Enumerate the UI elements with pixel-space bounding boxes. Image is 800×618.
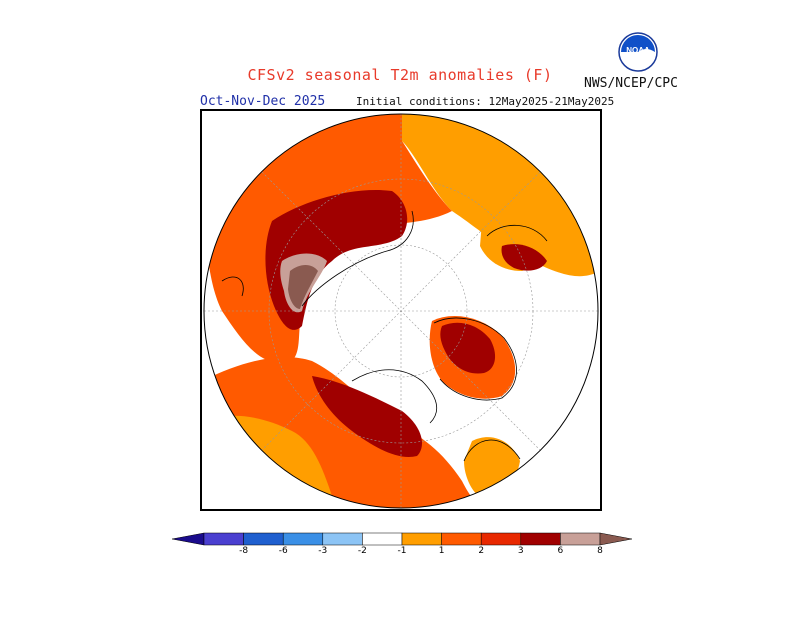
colorbar-tick-label: 6 — [557, 546, 564, 556]
colorbar-labels: -8 -6 -3 -2 -1 1 2 3 6 8 — [0, 546, 800, 560]
colorbar-bin — [401, 532, 442, 546]
colorbar-tick-label: -8 — [239, 546, 249, 556]
chart-title: CFSv2 seasonal T2m anomalies (F) — [247, 66, 553, 84]
colorbar-bin-low-end — [172, 532, 205, 546]
forecast-period: Oct-Nov-Dec 2025 — [200, 94, 326, 109]
colorbar-tick-label: 3 — [517, 546, 524, 556]
colorbar-tick-label: 8 — [597, 546, 603, 556]
noaa-logo-text: NOAA — [626, 46, 650, 55]
noaa-logo: NOAA — [618, 32, 658, 72]
polar-map-svg — [203, 113, 599, 509]
colorbar-bin — [243, 532, 284, 546]
anomaly-region-darkbrown-siberia — [288, 265, 318, 309]
colorbar — [172, 532, 632, 546]
anomaly-region-darkred-greenland — [440, 322, 496, 374]
colorbar-bin — [441, 532, 482, 546]
colorbar-bin — [362, 532, 403, 546]
anomaly-region-darkred-europe — [501, 244, 547, 271]
graticule — [204, 114, 598, 508]
colorbar-tick-label: -3 — [318, 546, 328, 556]
agency-label: NWS/NCEP/CPC — [584, 76, 678, 91]
colorbar-bin — [322, 532, 363, 546]
colorbar-tick-label: -6 — [278, 546, 288, 556]
colorbar-bin — [480, 532, 522, 546]
colorbar-tick-label: -1 — [397, 546, 407, 556]
polar-map — [200, 109, 602, 511]
coastlines — [221, 210, 548, 462]
colorbar-bin — [560, 532, 601, 546]
colorbar-tick-label: 1 — [438, 546, 445, 556]
colorbar-tick-label: 2 — [478, 546, 485, 556]
colorbar-tick-label: -2 — [357, 546, 367, 556]
colorbar-bin — [203, 532, 244, 546]
colorbar-bin — [520, 532, 561, 546]
anomaly-region-darkred-canada — [312, 376, 422, 457]
colorbar-bin — [282, 532, 324, 546]
colorbar-bin-high-end — [599, 532, 632, 546]
initial-conditions: Initial conditions: 12May2025-21May2025 — [356, 95, 615, 108]
